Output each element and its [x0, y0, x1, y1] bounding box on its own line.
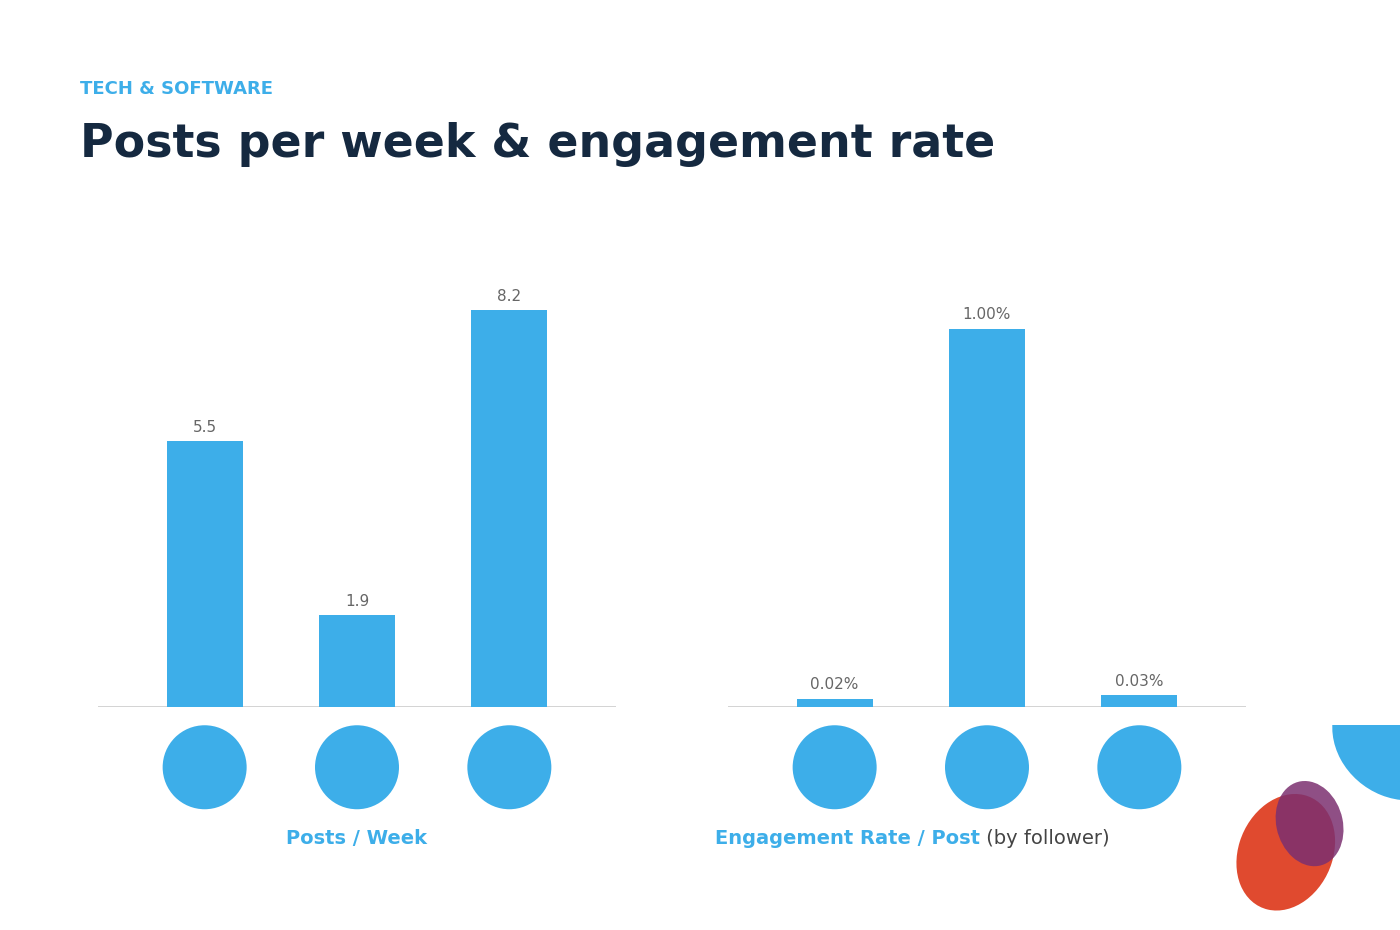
Bar [1102, 696, 1177, 707]
Text: 0.03%: 0.03% [1116, 673, 1163, 688]
Bar [319, 615, 395, 707]
Ellipse shape [1275, 781, 1344, 866]
Text: 🐦: 🐦 [504, 758, 515, 777]
Text: 5.5: 5.5 [193, 419, 217, 434]
Text: f: f [833, 755, 843, 779]
Bar [949, 329, 1025, 707]
Circle shape [370, 746, 379, 755]
Bar [167, 441, 242, 707]
Ellipse shape [1333, 671, 1400, 801]
Text: Rival: Rival [1226, 815, 1271, 832]
Text: 8.2: 8.2 [497, 289, 521, 304]
Text: 1.00%: 1.00% [963, 307, 1011, 322]
Text: f: f [203, 755, 213, 779]
Text: Engagement Rate / Post: Engagement Rate / Post [715, 830, 980, 848]
Text: TECH & SOFTWARE: TECH & SOFTWARE [80, 80, 273, 98]
Text: IQ: IQ [1235, 844, 1263, 864]
Circle shape [1000, 746, 1009, 755]
Text: Posts / Week: Posts / Week [287, 830, 427, 848]
Ellipse shape [1236, 794, 1336, 910]
Text: (by follower): (by follower) [980, 830, 1110, 848]
Bar [797, 699, 872, 707]
Text: 0.02%: 0.02% [811, 677, 858, 693]
Bar [472, 311, 547, 707]
Text: Posts per week & engagement rate: Posts per week & engagement rate [80, 123, 995, 167]
Text: 🐦: 🐦 [1134, 758, 1145, 777]
Text: 1.9: 1.9 [344, 593, 370, 608]
